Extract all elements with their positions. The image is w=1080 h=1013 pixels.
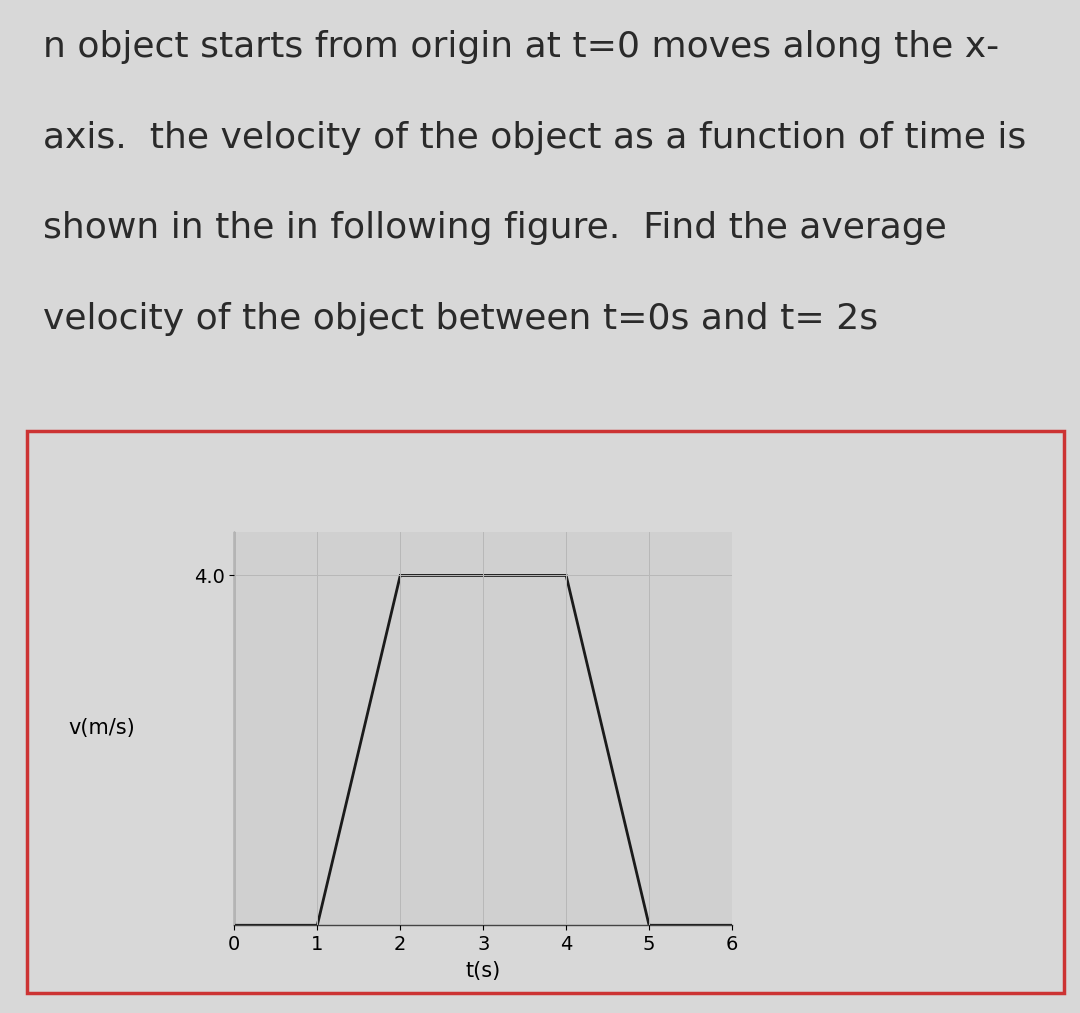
Text: n object starts from origin at t=0 moves along the x-: n object starts from origin at t=0 moves… [43, 30, 999, 65]
Y-axis label: v(m/s): v(m/s) [68, 718, 135, 738]
Text: velocity of the object between t=0s and t= 2s: velocity of the object between t=0s and … [43, 302, 878, 335]
Text: shown in the in following figure.  Find the average: shown in the in following figure. Find t… [43, 212, 947, 245]
X-axis label: t(s): t(s) [465, 961, 501, 981]
Text: axis.  the velocity of the object as a function of time is: axis. the velocity of the object as a fu… [43, 121, 1026, 155]
